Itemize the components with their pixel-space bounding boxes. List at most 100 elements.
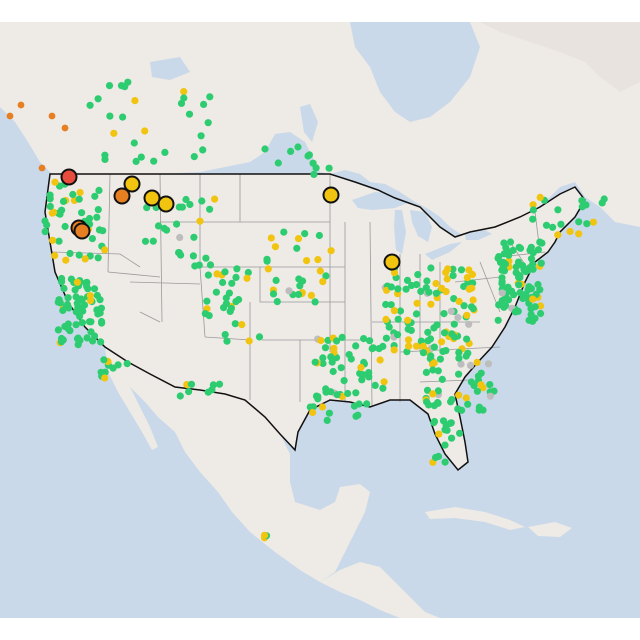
site-marker-good[interactable] xyxy=(498,297,506,305)
site-marker-good[interactable] xyxy=(402,285,410,293)
site-marker-good[interactable] xyxy=(96,309,104,317)
site-marker-good[interactable] xyxy=(449,265,457,273)
monitoring-site-markers[interactable] xyxy=(6,78,608,542)
site-marker-good[interactable] xyxy=(93,291,101,300)
site-marker-moderate[interactable] xyxy=(430,359,438,367)
site-marker-good[interactable] xyxy=(293,244,301,252)
site-marker-good[interactable] xyxy=(198,197,206,205)
site-marker-good[interactable] xyxy=(233,265,241,273)
site-marker-good[interactable] xyxy=(189,252,197,260)
site-marker-good[interactable] xyxy=(536,238,544,246)
site-marker-good[interactable] xyxy=(429,366,437,374)
site-marker-good[interactable] xyxy=(477,369,485,377)
site-marker-good[interactable] xyxy=(67,275,75,283)
site-marker-good[interactable] xyxy=(64,294,72,302)
site-marker-good[interactable] xyxy=(408,281,416,290)
site-marker-good[interactable] xyxy=(340,377,348,385)
site-marker-good[interactable] xyxy=(78,209,86,217)
site-marker-good[interactable] xyxy=(269,290,278,298)
site-marker-good[interactable] xyxy=(223,337,231,345)
site-marker-good[interactable] xyxy=(311,358,319,366)
site-marker-good[interactable] xyxy=(414,271,422,279)
site-marker-good[interactable] xyxy=(105,82,114,90)
site-marker-moderate[interactable] xyxy=(318,403,327,411)
site-marker-good[interactable] xyxy=(322,272,330,280)
site-marker-good[interactable] xyxy=(204,271,212,279)
site-marker-good[interactable] xyxy=(557,220,565,228)
site-marker-good[interactable] xyxy=(173,220,181,228)
site-marker-good[interactable] xyxy=(46,202,54,210)
site-marker-good[interactable] xyxy=(219,278,227,287)
site-marker-good[interactable] xyxy=(464,400,472,408)
site-marker-good[interactable] xyxy=(41,228,49,236)
site-marker-good[interactable] xyxy=(123,360,131,368)
site-marker-good[interactable] xyxy=(54,326,63,334)
site-marker-good[interactable] xyxy=(387,301,395,309)
site-marker-good[interactable] xyxy=(441,441,449,449)
site-marker-good[interactable] xyxy=(531,303,539,311)
site-marker-moderate[interactable] xyxy=(432,279,440,288)
site-marker-good[interactable] xyxy=(434,367,442,375)
site-marker-good[interactable] xyxy=(527,255,536,263)
site-marker-good[interactable] xyxy=(206,261,215,269)
site-marker-good[interactable] xyxy=(201,310,209,318)
site-marker-good[interactable] xyxy=(130,139,138,147)
site-marker-moderate[interactable] xyxy=(455,391,463,399)
site-marker-good[interactable] xyxy=(434,399,442,407)
site-marker-moderate[interactable] xyxy=(405,342,413,350)
site-marker-good[interactable] xyxy=(81,279,90,287)
site-marker-good[interactable] xyxy=(575,218,583,226)
site-marker-good[interactable] xyxy=(180,94,188,102)
site-marker-good[interactable] xyxy=(124,78,132,86)
site-marker-good[interactable] xyxy=(350,402,358,410)
site-marker-good[interactable] xyxy=(101,155,109,163)
site-marker-good[interactable] xyxy=(371,381,379,389)
site-marker-good[interactable] xyxy=(231,320,239,328)
site-marker-unhealthy-large[interactable] xyxy=(60,168,78,186)
site-marker-good[interactable] xyxy=(529,249,537,257)
site-marker-moderate[interactable] xyxy=(463,311,471,319)
site-marker-good[interactable] xyxy=(419,349,427,357)
site-marker-good[interactable] xyxy=(498,278,506,286)
site-marker-good[interactable] xyxy=(549,223,557,231)
site-marker-moderate[interactable] xyxy=(213,270,221,278)
site-marker-moderate[interactable] xyxy=(357,363,365,372)
site-marker-moderate[interactable] xyxy=(455,297,463,305)
site-marker-good[interactable] xyxy=(91,192,99,200)
site-marker-no-data[interactable] xyxy=(498,289,506,297)
site-marker-good[interactable] xyxy=(206,205,214,213)
site-marker-good[interactable] xyxy=(423,386,432,394)
site-marker-good[interactable] xyxy=(97,368,105,376)
site-marker-good[interactable] xyxy=(327,353,335,361)
site-marker-good[interactable] xyxy=(365,373,373,381)
site-marker-good[interactable] xyxy=(141,237,150,245)
site-marker-good[interactable] xyxy=(430,324,438,332)
site-marker-good[interactable] xyxy=(55,237,63,245)
site-marker-good[interactable] xyxy=(352,342,360,350)
site-marker-good[interactable] xyxy=(71,286,79,294)
site-marker-good[interactable] xyxy=(525,316,533,324)
site-marker-good[interactable] xyxy=(75,195,83,203)
site-marker-good[interactable] xyxy=(273,298,281,306)
site-marker-moderate[interactable] xyxy=(566,227,574,236)
site-marker-good[interactable] xyxy=(149,237,157,245)
site-marker-moderate-large[interactable] xyxy=(143,189,161,207)
site-marker-moderate[interactable] xyxy=(536,302,545,310)
site-marker-good[interactable] xyxy=(306,403,314,411)
site-marker-good[interactable] xyxy=(98,319,106,327)
site-marker-good[interactable] xyxy=(490,387,498,395)
site-marker-moderate[interactable] xyxy=(76,188,84,197)
site-marker-good[interactable] xyxy=(41,217,49,225)
site-marker-good[interactable] xyxy=(338,333,346,341)
site-marker-good[interactable] xyxy=(438,375,446,383)
site-marker-good[interactable] xyxy=(394,315,402,323)
site-marker-usg-large[interactable] xyxy=(113,187,131,205)
site-marker-good[interactable] xyxy=(175,203,183,211)
site-marker-good[interactable] xyxy=(66,327,74,335)
site-marker-good[interactable] xyxy=(515,281,523,289)
site-marker-good[interactable] xyxy=(221,268,229,276)
site-marker-good[interactable] xyxy=(182,195,190,204)
site-marker-good[interactable] xyxy=(232,273,240,281)
site-marker-good[interactable] xyxy=(87,328,95,336)
site-marker-good[interactable] xyxy=(423,277,431,285)
